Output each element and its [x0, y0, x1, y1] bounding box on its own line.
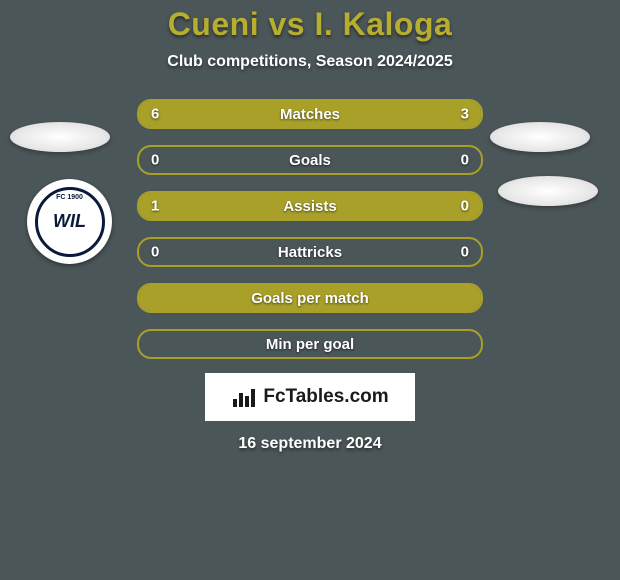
stat-value-right: 3: [461, 106, 469, 123]
stat-value-left: 6: [151, 106, 159, 123]
stat-value-left: 1: [151, 198, 159, 215]
stat-value-right: 0: [461, 152, 469, 169]
stat-row: Assists 1 0: [137, 191, 483, 221]
stat-value-right: 0: [461, 198, 469, 215]
footer-site-logo: FcTables.com: [205, 373, 415, 421]
stat-row: Matches 6 3: [137, 99, 483, 129]
stat-value-left: 0: [151, 244, 159, 261]
subtitle: Club competitions, Season 2024/2025: [0, 53, 620, 71]
player2-name: I. Kaloga: [314, 6, 452, 42]
player1-club-logo: FC 1900 WIL: [27, 179, 112, 264]
player2-badge: [490, 122, 590, 152]
footer-site-text: FcTables.com: [263, 386, 388, 408]
stat-row: Goals 0 0: [137, 145, 483, 175]
player1-badge: [10, 122, 110, 152]
stat-row: Hattricks 0 0: [137, 237, 483, 267]
vs-text: vs: [268, 6, 305, 42]
page-title: Cueni vs I. Kaloga: [0, 0, 620, 43]
stat-label: Goals per match: [251, 290, 369, 307]
stat-label: Matches: [280, 106, 340, 123]
player2-club-badge: [498, 176, 598, 206]
stat-label: Hattricks: [278, 244, 342, 261]
stat-label: Goals: [289, 152, 331, 169]
stat-row: Min per goal: [137, 329, 483, 359]
club-logo-main-text: WIL: [53, 211, 86, 232]
stat-row: Goals per match: [137, 283, 483, 313]
footer-date: 16 september 2024: [0, 435, 620, 453]
club-logo-top-text: FC 1900: [56, 194, 83, 201]
player1-name: Cueni: [168, 6, 259, 42]
club-logo-inner: FC 1900 WIL: [35, 187, 105, 257]
stat-label: Assists: [283, 198, 336, 215]
chart-icon: [231, 387, 257, 407]
stat-label: Min per goal: [266, 336, 354, 353]
stat-value-left: 0: [151, 152, 159, 169]
stat-value-right: 0: [461, 244, 469, 261]
